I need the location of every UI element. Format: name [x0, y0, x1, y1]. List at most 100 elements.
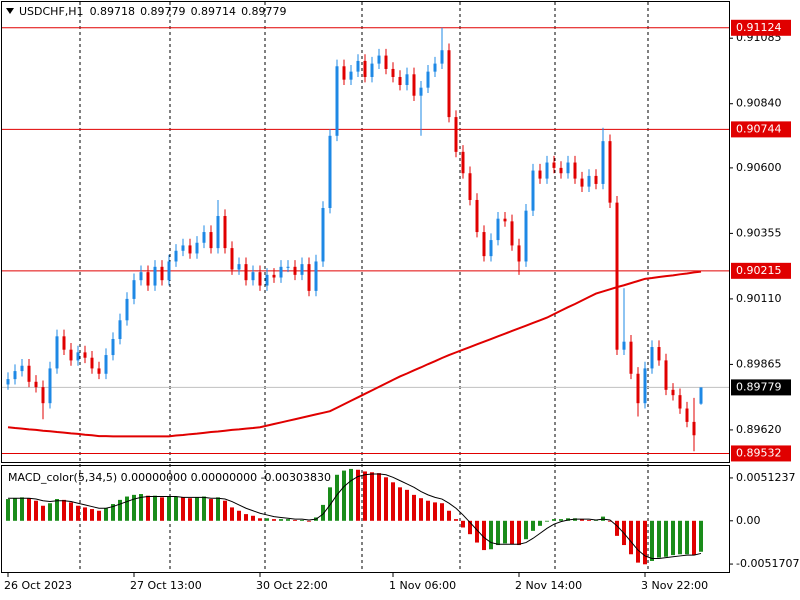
candle-body [657, 347, 661, 361]
candle-body [496, 218, 500, 241]
candle-body [531, 170, 535, 211]
macd-bar [55, 499, 59, 521]
separators [79, 2, 649, 572]
macd-bar [118, 499, 122, 521]
open: 0.89718 [90, 5, 136, 18]
candle-body [230, 248, 234, 270]
macd-bar [181, 497, 185, 521]
candle-body [160, 266, 164, 281]
macd-bar [552, 519, 556, 521]
macd-bar [132, 494, 136, 521]
candle-body [90, 357, 94, 369]
macd-bar [440, 503, 444, 521]
candle-body [209, 232, 213, 249]
candle-body [216, 216, 220, 249]
candle-body [174, 250, 178, 262]
macd-bar [475, 520, 479, 543]
macd-bar [503, 520, 507, 544]
x-tick-label: 30 Oct 22:00 [256, 579, 328, 592]
macd-bar [69, 502, 73, 521]
candle-body [237, 264, 241, 270]
level-label: 0.91124 [736, 21, 782, 34]
level-label-box [731, 121, 791, 138]
candle-body [342, 66, 346, 80]
candle-body [552, 162, 556, 168]
macd-bar [48, 503, 52, 521]
y-tick-label: 0.0051237 [736, 471, 796, 484]
x-tick-label: 3 Nov 22:00 [641, 579, 708, 592]
candle-body [566, 162, 570, 174]
macd-bar [293, 519, 297, 521]
candle-body [482, 232, 486, 257]
candle-body [629, 341, 633, 374]
candle-body [125, 298, 129, 321]
macd-bar [671, 520, 675, 556]
macd-bar [335, 474, 339, 521]
macd-bar [139, 494, 143, 521]
y-tick-label: 0.89865 [736, 357, 782, 370]
symbol: USDCHF,H1 [19, 5, 84, 18]
macd-bar [202, 496, 206, 521]
close: 0.89779 [241, 5, 287, 18]
candle-body [636, 373, 640, 404]
macd-bar [468, 520, 472, 535]
macd-frame [1, 465, 730, 573]
candle-body [62, 336, 66, 350]
menu-triangle[interactable] [6, 8, 14, 14]
macd-bar [244, 514, 248, 521]
macd-bar [517, 520, 521, 546]
macd-bar [251, 515, 255, 521]
candle-body [398, 76, 402, 86]
macd-bar [489, 520, 493, 550]
candle-body [405, 74, 409, 86]
level-label-box [731, 445, 791, 462]
candle-body [27, 365, 31, 382]
candle-body [48, 368, 52, 404]
candle-body [573, 162, 577, 179]
macd-bar [188, 498, 192, 521]
candle-body [643, 368, 647, 404]
macd-bar [153, 495, 157, 521]
y-tick-label: -0.0051707 [736, 557, 799, 570]
x-tick-label: 1 Nov 06:00 [389, 579, 456, 592]
macd-bar [146, 495, 150, 521]
candle-body [503, 218, 507, 222]
macd-bar [650, 520, 654, 561]
macd-bar [272, 519, 276, 521]
candle-body [426, 71, 430, 88]
candle-body [559, 167, 563, 174]
candle-body [202, 232, 206, 243]
y-tick-label: 0.90840 [736, 97, 782, 110]
macd-bar [41, 505, 45, 521]
candle-body [307, 264, 311, 291]
macd-bar [531, 520, 535, 531]
macd-bar [76, 505, 80, 521]
candle-body [6, 379, 10, 385]
candle-body [615, 202, 619, 350]
x-tick-label: 27 Oct 13:00 [130, 579, 202, 592]
candle-body [265, 274, 269, 286]
candle-body [258, 272, 262, 286]
macd-bar [391, 482, 395, 521]
candle-body [419, 87, 423, 96]
candle-body [447, 50, 451, 118]
macd-bar [300, 519, 304, 521]
macd-bar [34, 500, 38, 521]
macd-bar [342, 470, 346, 521]
y-tick-label: 0.00 [736, 514, 761, 527]
macd-bar [97, 510, 101, 521]
candle-body [538, 170, 542, 179]
candle-body [118, 320, 122, 340]
candle-body [314, 261, 318, 291]
macd-bar [433, 502, 437, 521]
macd-bar [461, 520, 465, 528]
last-price-label: 0.89779 [736, 380, 782, 393]
macd-bar [426, 500, 430, 521]
candle-body [545, 162, 549, 179]
candle-body [34, 381, 38, 388]
macd-bar [524, 520, 528, 540]
candle-body [55, 336, 59, 369]
macd-bar [643, 520, 647, 565]
candle-body [272, 274, 276, 278]
candle-body [69, 349, 73, 361]
